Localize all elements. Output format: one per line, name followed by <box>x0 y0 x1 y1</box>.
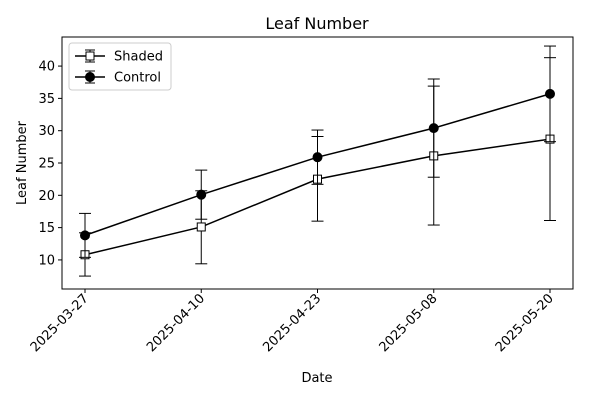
x-tick-label: 2025-03-27 <box>28 291 92 355</box>
legend-label: Shaded <box>114 50 163 65</box>
data-point <box>428 123 439 134</box>
y-axis-label: Leaf Number <box>15 120 30 205</box>
y-tick-label: 40 <box>38 60 55 75</box>
y-tick-label: 15 <box>38 221 55 236</box>
data-point <box>80 230 90 241</box>
x-tick-label: 2025-05-20 <box>493 291 557 355</box>
series-layer <box>79 45 556 277</box>
x-tick-label: 2025-04-23 <box>260 291 324 355</box>
legend-marker <box>85 72 95 82</box>
data-point <box>196 189 207 200</box>
y-tick-label: 35 <box>38 92 55 107</box>
x-axis: 2025-03-27 2025-04-10 2025-04-23 2025-05-08… <box>28 289 557 355</box>
y-tick-label: 10 <box>38 253 55 268</box>
legend-item-control: Control <box>75 70 161 86</box>
x-axis-label: Date <box>301 371 332 386</box>
y-axis: 10 15 20 25 30 35 40 <box>38 60 62 268</box>
y-tick-label: 20 <box>38 189 55 204</box>
legend: Shaded Control <box>68 42 172 91</box>
legend-label: Control <box>114 71 161 86</box>
legend-marker <box>85 51 95 61</box>
data-point <box>196 222 206 232</box>
x-tick-label: 2025-04-10 <box>144 291 208 355</box>
y-tick-label: 30 <box>38 124 55 139</box>
series-control <box>79 45 556 258</box>
data-point <box>545 88 555 99</box>
x-tick-label: 2025-05-08 <box>377 291 441 355</box>
y-tick-label: 25 <box>38 157 55 172</box>
data-point <box>312 152 323 163</box>
legend-item-shaded: Shaded <box>75 49 163 65</box>
chart-title: Leaf Number <box>265 14 369 33</box>
